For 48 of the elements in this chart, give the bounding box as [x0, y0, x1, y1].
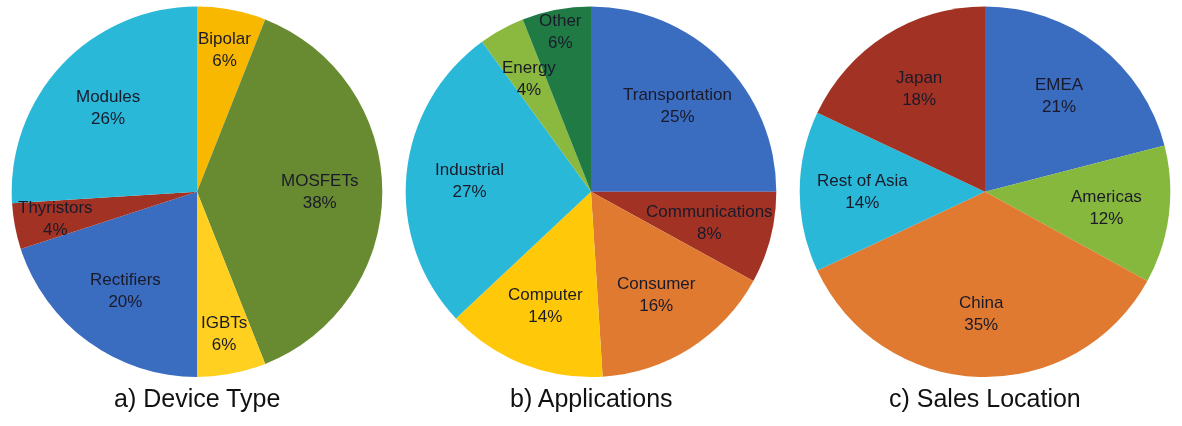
data-label: 16%: [639, 296, 674, 316]
data-label: 8%: [697, 224, 722, 244]
data-label: 21%: [1042, 97, 1077, 117]
data-label: 6%: [212, 51, 237, 71]
data-label: 25%: [660, 107, 695, 127]
slice-label: Transportation: [623, 85, 732, 104]
pie-slice: [985, 6, 1165, 192]
slice-label: IGBTs: [201, 313, 248, 332]
pie-slice: [985, 145, 1171, 281]
data-label: 26%: [91, 109, 126, 129]
text: a) Device Type: [114, 384, 281, 412]
data-label: 20%: [108, 292, 143, 312]
slice-label: EMEA: [1035, 75, 1084, 94]
data-label: 38%: [302, 193, 337, 213]
slice-label: Consumer: [617, 274, 696, 293]
slice-label: Japan: [896, 68, 943, 87]
pie-slice: [197, 191, 266, 378]
slice-label: Rectifiers: [90, 270, 161, 289]
data-label: 27%: [452, 182, 487, 202]
slice-label: Communications: [646, 202, 773, 221]
slice-label: Thyristors: [18, 198, 93, 217]
slice-label: MOSFETs: [281, 171, 359, 190]
pie-slice: [197, 19, 382, 364]
data-label: 4%: [516, 80, 542, 100]
slice-label: Rest of Asia: [817, 171, 909, 190]
pie-slice: [20, 191, 197, 378]
pie-slice: [817, 6, 985, 192]
pie-slice: [197, 6, 266, 192]
data-label: 35%: [964, 315, 999, 335]
data-label: 4%: [43, 220, 68, 240]
data-label: 6%: [547, 33, 573, 53]
pie-slice: [817, 191, 1148, 377]
slice-label: Computer: [508, 285, 583, 304]
data-label: 14%: [528, 307, 563, 327]
data-label: 18%: [902, 90, 937, 110]
pie-slice: [800, 112, 985, 271]
text: b) Applications: [510, 384, 673, 412]
data-label: 14%: [845, 193, 880, 213]
slice-label: Bipolar: [198, 29, 252, 48]
pie-slice: [591, 6, 777, 192]
slice-label: Other: [539, 11, 582, 30]
text: c) Sales Location: [889, 384, 1081, 412]
data-label: 6%: [211, 335, 237, 355]
slice-label: Modules: [76, 87, 141, 106]
slice-label: Industrial: [435, 160, 504, 179]
slice-label: Americas: [1071, 187, 1142, 206]
slice-label: China: [959, 293, 1004, 312]
data-label: 12%: [1089, 209, 1124, 229]
